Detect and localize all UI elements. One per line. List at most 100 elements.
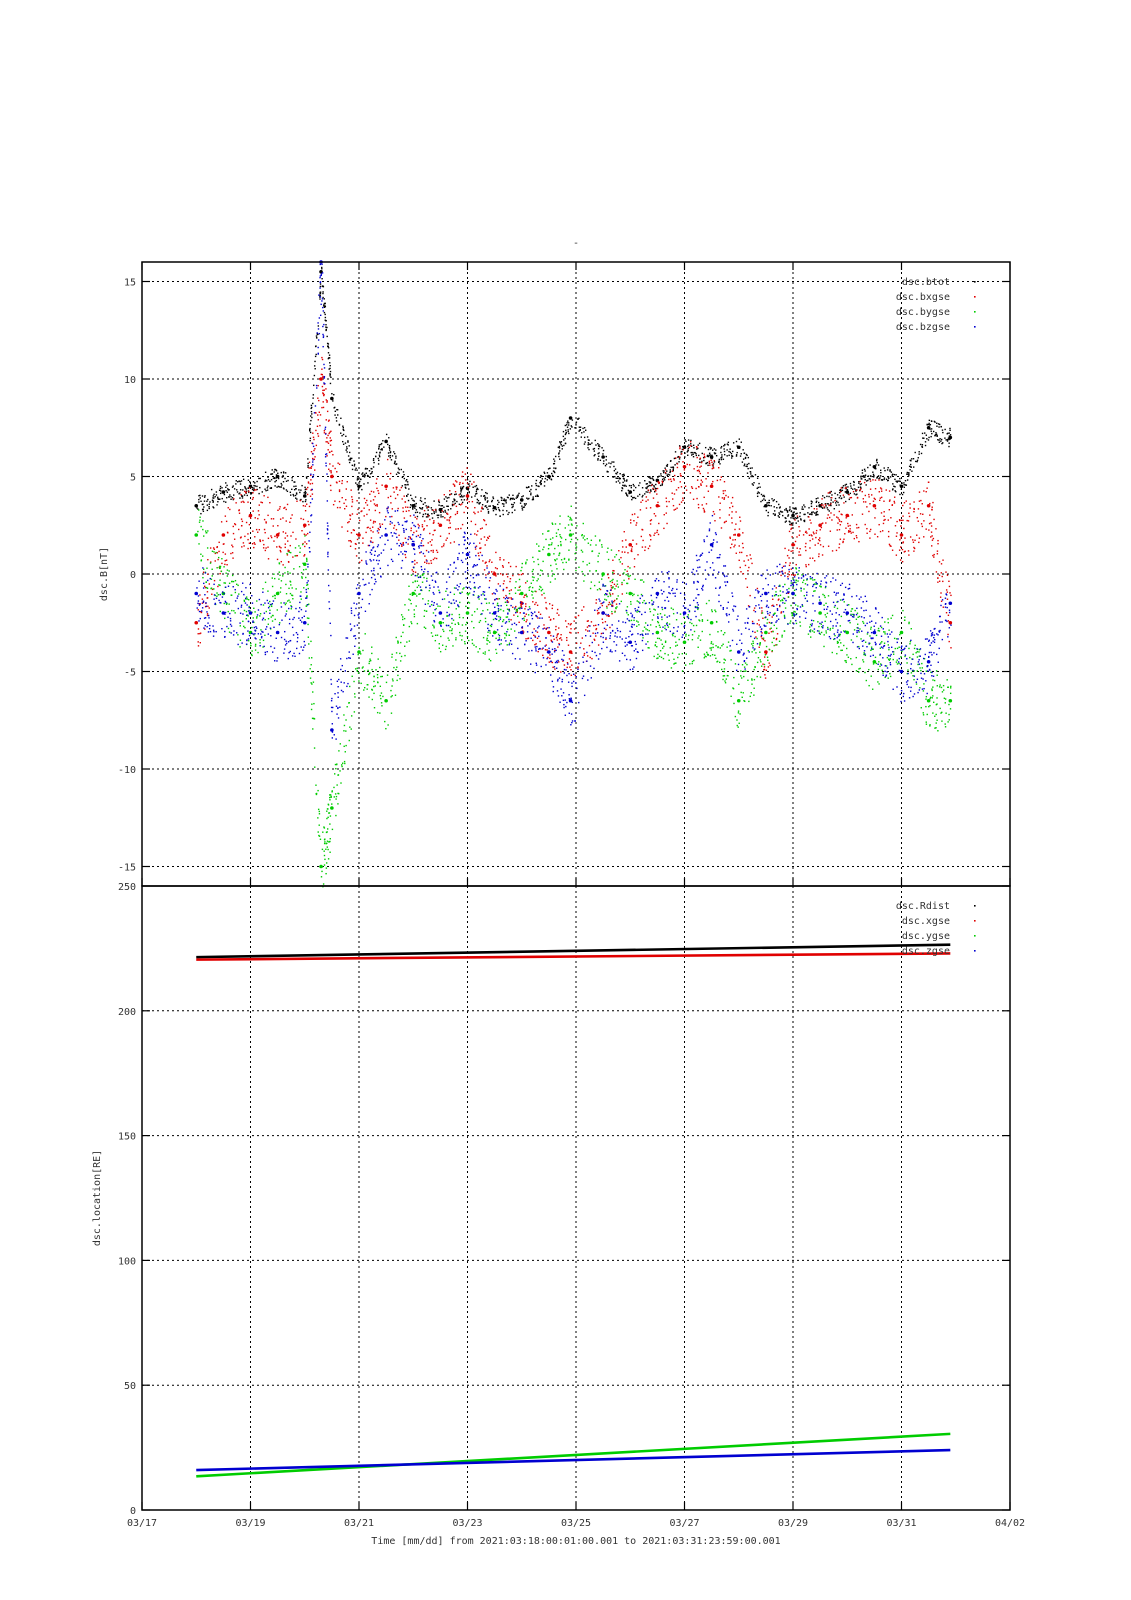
data-point-fill bbox=[395, 636, 397, 639]
data-point-fill bbox=[354, 668, 357, 670]
data-point-fill bbox=[525, 503, 527, 505]
data-point-fill bbox=[820, 586, 822, 588]
data-point-fill bbox=[875, 464, 877, 466]
data-point-fill bbox=[859, 488, 862, 490]
data-point-fill bbox=[807, 512, 809, 514]
data-point-fill bbox=[401, 618, 404, 621]
data-point-fill bbox=[276, 558, 279, 561]
data-point-fill bbox=[225, 520, 228, 523]
data-point-fill bbox=[462, 482, 464, 485]
data-point-fill bbox=[378, 511, 381, 514]
data-point-fill bbox=[850, 487, 853, 489]
data-point-fill bbox=[867, 479, 869, 482]
data-point-fill bbox=[661, 618, 663, 621]
data-point-fill bbox=[518, 492, 520, 495]
data-point-fill bbox=[589, 570, 591, 572]
data-point-fill bbox=[205, 586, 208, 589]
data-point-fill bbox=[536, 604, 539, 606]
data-point-fill bbox=[638, 484, 640, 487]
data-point-fill bbox=[360, 559, 363, 562]
data-point-fill bbox=[476, 492, 478, 495]
data-point-fill bbox=[278, 571, 280, 573]
data-point-fill bbox=[416, 575, 418, 577]
data-point-fill bbox=[568, 549, 570, 551]
data-point-fill bbox=[558, 637, 561, 640]
data-point-fill bbox=[783, 614, 786, 617]
data-point-fill bbox=[310, 474, 312, 477]
data-point-fill bbox=[737, 710, 740, 712]
data-point-fill bbox=[323, 393, 325, 396]
data-point-fill bbox=[586, 537, 588, 540]
data-point-fill bbox=[388, 437, 390, 439]
data-point-fill bbox=[923, 536, 925, 538]
data-point-fill bbox=[436, 514, 439, 516]
data-point-fill bbox=[775, 500, 778, 503]
data-point-fill bbox=[410, 621, 412, 623]
data-point-fill bbox=[521, 509, 524, 511]
data-point-fill bbox=[479, 502, 481, 504]
data-point-fill bbox=[738, 545, 740, 547]
data-point-fill bbox=[499, 515, 501, 517]
data-point-fill bbox=[322, 376, 324, 379]
data-point-fill bbox=[822, 507, 824, 509]
data-point-fill bbox=[209, 547, 212, 549]
data-point-fill bbox=[726, 455, 728, 457]
data-point-fill bbox=[655, 483, 657, 486]
data-point-fill bbox=[647, 476, 650, 478]
data-point-fill bbox=[816, 513, 818, 516]
data-point-fill bbox=[555, 532, 558, 534]
data-point-fill bbox=[403, 495, 405, 497]
data-point-fill bbox=[449, 490, 451, 492]
data-point-fill bbox=[473, 644, 475, 646]
data-point-fill bbox=[484, 620, 487, 623]
data-point-fill bbox=[533, 561, 535, 563]
data-point-fill bbox=[862, 476, 865, 478]
data-point-fill bbox=[515, 608, 518, 611]
data-point-fill bbox=[683, 469, 686, 471]
data-point-fill bbox=[707, 464, 709, 467]
data-point-fill bbox=[543, 472, 546, 475]
data-point-fill bbox=[342, 428, 344, 431]
data-point-fill bbox=[720, 447, 722, 449]
data-point-fill bbox=[936, 422, 938, 424]
data-point-fill bbox=[393, 666, 395, 669]
data-point-fill bbox=[455, 608, 457, 610]
data-point-fill bbox=[233, 610, 235, 612]
data-point-fill bbox=[516, 608, 519, 611]
data-point-fill bbox=[649, 624, 652, 626]
data-point-fill bbox=[210, 488, 213, 491]
data-point-fill bbox=[833, 514, 835, 516]
data-point-fill bbox=[766, 622, 768, 624]
data-point-fill bbox=[707, 448, 710, 451]
data-point-fill bbox=[522, 495, 524, 497]
data-point-fill bbox=[251, 650, 253, 652]
data-point-fill bbox=[289, 601, 291, 603]
data-point-fill bbox=[235, 480, 237, 482]
data-point-fill bbox=[689, 492, 692, 494]
data-point-fill bbox=[345, 730, 347, 732]
data-point-fill bbox=[207, 579, 209, 582]
data-point-fill bbox=[231, 580, 233, 583]
data-point-fill bbox=[809, 631, 812, 633]
data-point-fill bbox=[605, 455, 607, 458]
data-point-fill bbox=[719, 463, 721, 465]
data-point-fill bbox=[199, 494, 201, 497]
data-point-fill bbox=[929, 724, 931, 726]
data-point-fill bbox=[498, 509, 501, 512]
data-point-fill bbox=[485, 602, 488, 605]
data-point-fill bbox=[834, 492, 836, 495]
data-point-fill bbox=[271, 585, 274, 588]
data-point-fill bbox=[395, 528, 398, 531]
data-point-fill bbox=[570, 425, 572, 427]
data-point-fill bbox=[655, 641, 657, 643]
data-point-fill bbox=[407, 493, 409, 496]
data-point-fill bbox=[205, 581, 207, 583]
data-point-fill bbox=[901, 493, 904, 496]
data-point-fill bbox=[291, 587, 293, 589]
data-point-fill bbox=[640, 501, 642, 503]
data-point-fill bbox=[565, 538, 567, 541]
data-point-fill bbox=[849, 492, 852, 495]
data-point-fill bbox=[245, 521, 248, 524]
data-point-fill bbox=[731, 522, 733, 524]
data-point-fill bbox=[592, 632, 594, 634]
